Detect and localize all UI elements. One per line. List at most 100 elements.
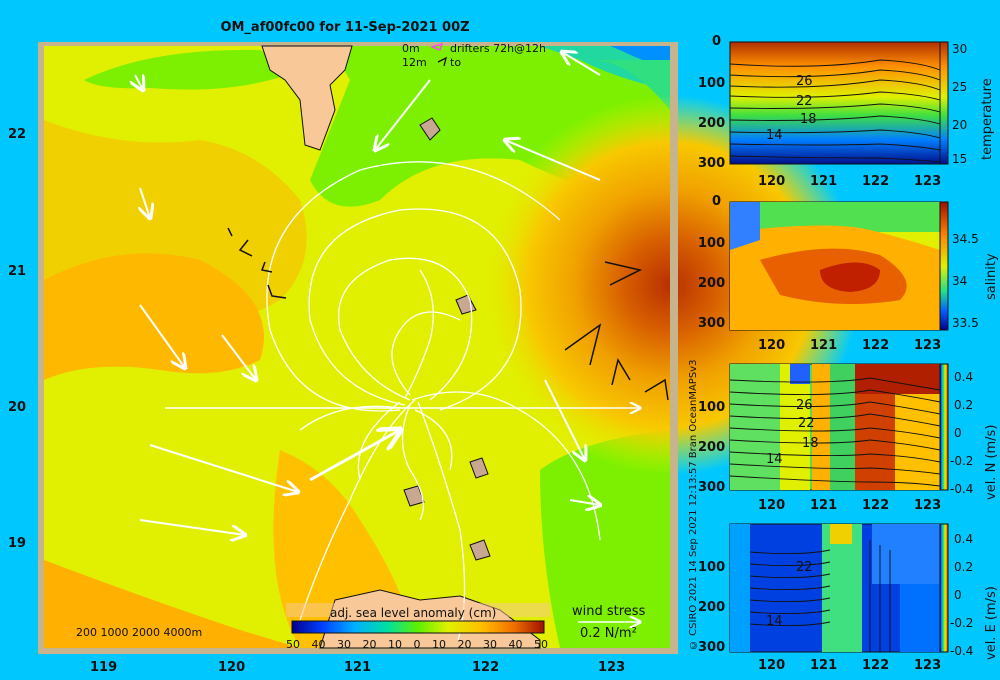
sla-tick: 10 <box>388 638 402 651</box>
lon-tick-119: 119 <box>90 660 118 675</box>
sla-tick: 40 <box>311 638 326 651</box>
velN-xtick: 120 <box>758 498 786 513</box>
wind-arrows <box>135 52 640 535</box>
wind-stress-title: wind stress <box>572 604 646 619</box>
temp-contour-label: 14 <box>766 128 783 143</box>
sal-xtick: 122 <box>862 338 890 353</box>
temp-xtick: 120 <box>758 174 786 189</box>
sla-tick: 0 <box>413 638 421 651</box>
sla-colorbar-title: adj. sea level anomaly (cm) <box>330 606 497 620</box>
drifter-tracks <box>266 161 601 641</box>
sal-ylabel: salinity <box>984 253 999 300</box>
lat-tick-20: 20 <box>8 400 27 415</box>
velE-ytick: 200 <box>698 600 726 615</box>
salinity-colorbar <box>939 201 949 331</box>
velN-ylabel: vel. N (m/s) <box>984 424 999 500</box>
velN-contour-label: 22 <box>798 416 815 431</box>
temp-contour-label: 26 <box>796 74 813 89</box>
sla-tick: 40 <box>508 638 523 651</box>
velN-ytick: 100 <box>698 400 726 415</box>
velE-ylabel: vel. E (m/s) <box>984 586 999 660</box>
velN-cbtick: -0.2 <box>950 454 974 468</box>
velN-cbtick: 0 <box>954 426 962 440</box>
map-title: OM_af00fc00 for 11-Sep-2021 00Z <box>220 20 470 35</box>
sal-xtick: 121 <box>810 338 838 353</box>
velE-ytick: 100 <box>698 560 726 575</box>
velN-ytick: 200 <box>698 440 726 455</box>
temp-xtick: 123 <box>914 174 942 189</box>
velE-cbtick: -0.4 <box>950 644 974 658</box>
temp-cbtick: 25 <box>952 80 968 94</box>
lat-tick-22: 22 <box>8 127 27 142</box>
sal-xtick: 120 <box>758 338 786 353</box>
temp-cbtick: 30 <box>952 42 968 56</box>
temp-contour-label: 22 <box>796 94 813 109</box>
sal-ytick: 0 <box>712 194 722 209</box>
temp-ytick: 100 <box>698 76 726 91</box>
velE-contour-label: 14 <box>766 614 783 629</box>
legend-to: to <box>450 56 462 69</box>
sal-cbtick: 34.5 <box>952 232 979 246</box>
velE-contour-label: 22 <box>796 560 813 575</box>
velE-colorbar <box>939 523 949 653</box>
bathymetry-legend: 200 1000 2000 4000m <box>76 626 203 639</box>
legend-depth-0: 0m <box>402 42 420 55</box>
velN-contour-label: 26 <box>796 398 813 413</box>
sla-colorbar-ticks: 50 40 30 20 10 0 10 20 30 40 50 <box>286 638 548 651</box>
sla-tick: 50 <box>534 638 548 651</box>
sla-tick: 10 <box>432 638 446 651</box>
sal-ytick: 200 <box>698 276 726 291</box>
sal-ytick: 300 <box>698 316 726 331</box>
velN-contour-label: 18 <box>802 436 819 451</box>
sla-colorbar <box>291 620 545 634</box>
velE-cbtick: 0 <box>954 588 962 602</box>
lon-tick-122: 122 <box>472 660 500 675</box>
temp-xtick: 121 <box>810 174 838 189</box>
sla-tick: 30 <box>483 638 497 651</box>
sal-xtick: 123 <box>914 338 942 353</box>
velN-cbtick: -0.4 <box>950 482 974 496</box>
sal-cbtick: 33.5 <box>952 316 979 330</box>
sla-tick: 30 <box>337 638 351 651</box>
velN-cbtick: 0.4 <box>954 370 974 384</box>
velE-cbtick: 0.4 <box>954 532 974 546</box>
velE-cbtick: 0.2 <box>954 560 974 574</box>
velE-xtick: 123 <box>914 658 942 673</box>
sla-tick: 20 <box>362 638 377 651</box>
velE-ytick: 300 <box>698 640 726 655</box>
lat-tick-21: 21 <box>8 264 27 279</box>
temp-cbtick: 15 <box>952 152 968 166</box>
sal-ytick: 100 <box>698 236 726 251</box>
velN-cbtick: 0.2 <box>954 398 974 412</box>
temp-ytick: 200 <box>698 116 726 131</box>
temp-ylabel: temperature <box>980 78 995 160</box>
velN-xtick: 121 <box>810 498 838 513</box>
wind-stress-scale-label: 0.2 N/m² <box>580 626 637 641</box>
temp-xtick: 122 <box>862 174 890 189</box>
black-wind-arrows <box>227 227 669 401</box>
velE-cbtick: -0.2 <box>950 616 974 630</box>
legend-depth-12: 12m <box>402 56 427 69</box>
lon-tick-121: 121 <box>344 660 372 675</box>
sla-tick: 50 <box>286 638 300 651</box>
lon-tick-123: 123 <box>598 660 626 675</box>
temp-ytick: 0 <box>712 34 722 49</box>
velN-xtick: 122 <box>862 498 890 513</box>
lon-tick-120: 120 <box>218 660 246 675</box>
velE-xtick: 120 <box>758 658 786 673</box>
sal-cbtick: 34 <box>952 274 968 288</box>
legend-drifters: drifters 72h@12h <box>450 42 547 55</box>
orange-region-west <box>44 253 264 380</box>
velN-ytick: 300 <box>698 480 726 495</box>
temperature-colorbar <box>939 41 949 165</box>
temperature-contours <box>729 59 941 163</box>
velN-contour-label: 14 <box>766 452 783 467</box>
copyright-text: © CSIRO 2021 14 Sep 2021 12:13:57 Bran O… <box>688 359 699 650</box>
temp-cbtick: 20 <box>952 118 968 132</box>
sla-tick: 20 <box>457 638 472 651</box>
green-region-southeast <box>540 430 670 648</box>
lat-tick-19: 19 <box>8 536 27 551</box>
temp-contour-label: 18 <box>800 112 817 127</box>
velN-xtick: 123 <box>914 498 942 513</box>
